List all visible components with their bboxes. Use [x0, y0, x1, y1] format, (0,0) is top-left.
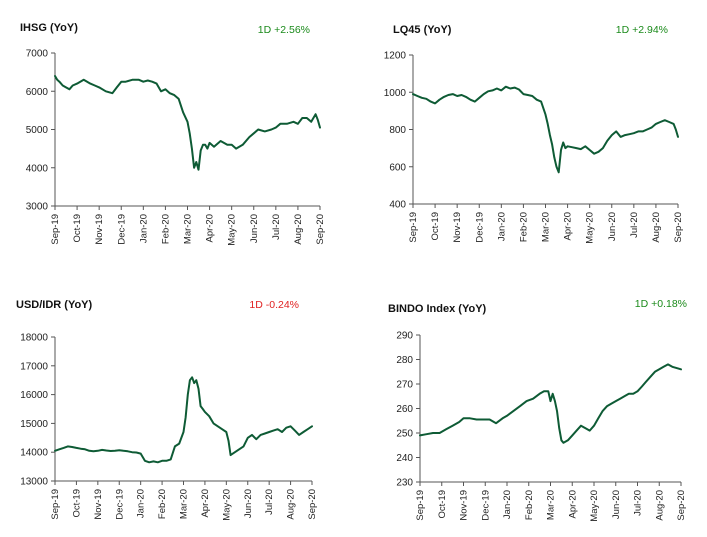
daily-change-label: 1D +2.94% — [616, 24, 668, 36]
x-tick-label: Mar-20 — [179, 489, 190, 519]
x-tick-label: Apr-20 — [563, 212, 574, 241]
x-tick-label: Apr-20 — [567, 490, 578, 519]
series-line — [419, 363, 682, 444]
x-tick-label: Feb-20 — [160, 214, 171, 244]
x-tick-label: Oct-19 — [72, 214, 83, 243]
x-tick-label: Jan-20 — [496, 212, 507, 241]
y-tick-label: 14000 — [20, 448, 48, 459]
usd-idr-chart-panel: USD/IDR (YoY) 1D -0.24% 13000 14000 15000 160… — [0, 269, 353, 537]
y-tick-label: 18000 — [20, 333, 48, 344]
y-tick-label: 230 — [396, 478, 413, 489]
y-tick-label: 600 — [389, 162, 406, 173]
daily-change-label: 1D +2.56% — [258, 24, 310, 36]
chart-svg: USD/IDR (YoY) 1D -0.24% 13000 14000 15000 160… — [16, 299, 318, 521]
chart-title: IHSG (YoY) — [20, 22, 78, 34]
y-tick-label: 3000 — [26, 202, 49, 213]
x-tick-label: Mar-20 — [546, 490, 557, 520]
ihsg-chart-panel: IHSG (YoY) 1D +2.56% 3000 4000 5000 6000 7000 S… — [0, 0, 353, 268]
x-tick-label: May-20 — [227, 214, 238, 246]
y-tick-label: 290 — [396, 331, 413, 342]
y-tick-label: 280 — [396, 355, 413, 366]
daily-change-label: 1D -0.24% — [249, 299, 299, 311]
lq45-chart-panel: LQ45 (YoY) 1D +2.94% 400 600 800 1000 1200 Sep-… — [353, 0, 706, 268]
y-tick-label: 6000 — [26, 87, 49, 98]
x-tick-label: Sep-19 — [415, 490, 426, 521]
chart-svg: IHSG (YoY) 1D +2.56% 3000 4000 5000 6000 7000 S… — [20, 22, 326, 246]
y-tick-label: 17000 — [20, 361, 48, 372]
x-tick-label: Oct-19 — [437, 490, 448, 519]
y-tick-label: 16000 — [20, 390, 48, 401]
x-tick-label: Sep-20 — [673, 212, 684, 243]
x-tick-label: Mar-20 — [183, 214, 194, 244]
x-tick-label: Aug-20 — [651, 212, 662, 243]
bindo-chart-panel: BINDO Index (YoY) 1D +0.18% 230 240 250 260 27… — [353, 269, 706, 537]
x-tick-label: Dec-19 — [480, 490, 491, 521]
x-tick-label: May-20 — [589, 490, 600, 522]
y-tick-label: 15000 — [20, 419, 48, 430]
x-tick-label: Nov-19 — [93, 489, 104, 520]
chart-title: USD/IDR (YoY) — [16, 299, 93, 311]
x-tick-label: Sep-19 — [408, 212, 419, 243]
x-tick-label: Nov-19 — [459, 490, 470, 521]
series-line — [54, 376, 313, 464]
x-tick-label: Jun-20 — [243, 489, 254, 518]
chart-title: BINDO Index (YoY) — [388, 303, 487, 315]
y-tick-label: 1000 — [384, 88, 407, 99]
x-tick-label: Sep-20 — [315, 214, 326, 245]
x-tick-label: Feb-20 — [524, 490, 535, 520]
x-tick-label: Jul-20 — [271, 214, 282, 240]
x-tick-label: Sep-20 — [307, 489, 318, 520]
x-tick-label: Apr-20 — [200, 489, 211, 518]
x-tick-label: Apr-20 — [205, 214, 216, 243]
y-tick-label: 13000 — [20, 477, 48, 488]
x-tick-label: Dec-19 — [116, 214, 127, 245]
y-tick-label: 400 — [389, 200, 406, 211]
x-tick-label: Aug-20 — [286, 489, 297, 520]
y-tick-label: 1200 — [384, 51, 407, 62]
x-tick-label: Jan-20 — [136, 489, 147, 518]
x-tick-label: Feb-20 — [157, 489, 168, 519]
x-tick-label: Dec-19 — [114, 489, 125, 520]
x-tick-label: Feb-20 — [518, 212, 529, 242]
x-tick-label: Oct-19 — [430, 212, 441, 241]
y-tick-label: 7000 — [26, 49, 49, 60]
x-tick-label: Oct-19 — [71, 489, 82, 518]
x-tick-label: May-20 — [221, 489, 232, 521]
y-tick-label: 5000 — [26, 125, 49, 136]
x-tick-label: Nov-19 — [94, 214, 105, 245]
x-tick-label: Jun-20 — [249, 214, 260, 243]
y-tick-label: 260 — [396, 404, 413, 415]
y-tick-label: 4000 — [26, 163, 49, 174]
x-tick-label: Nov-19 — [452, 212, 463, 243]
x-tick-label: May-20 — [585, 212, 596, 244]
y-tick-label: 270 — [396, 380, 413, 391]
x-tick-label: Sep-19 — [50, 214, 61, 245]
x-tick-label: Mar-20 — [541, 212, 552, 242]
daily-change-label: 1D +0.18% — [635, 298, 687, 310]
chart-svg: BINDO Index (YoY) 1D +0.18% 230 240 250 260 27… — [388, 298, 687, 522]
x-tick-label: Jan-20 — [502, 490, 513, 519]
x-tick-label: Jul-20 — [633, 490, 644, 516]
x-tick-label: Jun-20 — [611, 490, 622, 519]
x-tick-label: Aug-20 — [654, 490, 665, 521]
chart-title: LQ45 (YoY) — [393, 24, 452, 36]
x-tick-label: Dec-19 — [474, 212, 485, 243]
x-tick-label: Sep-19 — [50, 489, 61, 520]
x-tick-label: Sep-20 — [676, 490, 687, 521]
x-tick-label: Aug-20 — [293, 214, 304, 245]
y-tick-label: 240 — [396, 453, 413, 464]
series-line — [412, 85, 679, 174]
x-tick-label: Jan-20 — [138, 214, 149, 243]
chart-svg: LQ45 (YoY) 1D +2.94% 400 600 800 1000 1200 Sep-… — [384, 24, 684, 244]
x-tick-label: Jun-20 — [607, 212, 618, 241]
x-tick-label: Jul-20 — [629, 212, 640, 238]
y-tick-label: 250 — [396, 429, 413, 440]
y-tick-label: 800 — [389, 125, 406, 136]
x-tick-label: Jul-20 — [264, 489, 275, 515]
series-line — [54, 75, 321, 171]
